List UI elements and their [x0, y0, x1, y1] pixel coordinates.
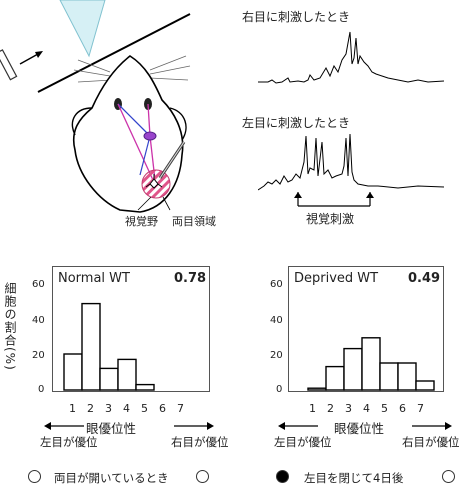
mouse-diagram	[0, 0, 191, 213]
right-pref-label-normal: 右目が優位	[171, 435, 229, 449]
stimulus-bar	[0, 49, 18, 81]
mouse-ear-left	[71, 107, 93, 136]
bar-1	[307, 387, 327, 391]
caption-normal: 両目が開いているとき	[54, 471, 169, 485]
bar-1	[63, 353, 83, 391]
open-circle-icon	[442, 470, 455, 483]
left-eye-trace-label: 左目に刺激したとき	[242, 116, 351, 130]
x-tick: 3	[105, 402, 112, 415]
lgn-nucleus	[143, 131, 157, 141]
visual-cortex-label: 視覚野	[125, 215, 158, 228]
bar-5	[135, 383, 155, 391]
right-arrow-icon	[412, 422, 452, 430]
whiskers	[73, 55, 191, 83]
right-arrow-icon	[174, 422, 214, 430]
chart-normal-score: 0.78	[174, 271, 207, 286]
x-tick: 6	[399, 402, 406, 415]
bar-3	[343, 347, 363, 391]
chart-normal-title: Normal WT	[58, 271, 130, 286]
chart-normal-bars	[63, 302, 155, 391]
left-arrow-icon	[44, 422, 84, 430]
y-tick: 0	[38, 384, 45, 395]
x-tick: 6	[159, 402, 166, 415]
y-tick: 20	[270, 350, 283, 361]
chart-normal: Normal WT 0.78 60 40 20 0	[22, 262, 222, 402]
left-pref-label-deprived: 左目が優位	[274, 435, 332, 449]
left-arrow-icon	[278, 422, 318, 430]
x-ticks-deprived: 1 2 3 4 5 6 7	[308, 402, 438, 416]
open-circle-icon	[196, 470, 209, 483]
x-tick: 5	[381, 402, 388, 415]
y-tick: 0	[276, 384, 283, 395]
bar-2	[81, 302, 101, 391]
mouse-ear-right	[169, 107, 187, 141]
chart-deprived-score: 0.49	[408, 271, 441, 286]
y-tick: 40	[270, 315, 283, 326]
x-tick: 3	[345, 402, 352, 415]
x-tick: 4	[363, 402, 370, 415]
open-circle-icon	[28, 470, 41, 483]
left-eye-trace	[258, 133, 445, 207]
x-tick: 4	[123, 402, 130, 415]
y-tick: 40	[32, 315, 45, 326]
right-eye-trace-label: 右目に刺激したとき	[242, 10, 351, 24]
bar-5	[379, 362, 399, 391]
bar-7	[415, 380, 435, 391]
screen-line	[37, 13, 191, 93]
x-ticks-normal: 1 2 3 4 5 6 7	[68, 402, 188, 416]
neuron-icon	[145, 174, 163, 189]
x-tick: 1	[309, 402, 316, 415]
right-eye-trace	[258, 31, 445, 84]
bar-2	[325, 365, 345, 391]
x-axis-label-deprived: 眼優位性	[334, 421, 385, 436]
y-tick: 60	[32, 279, 45, 290]
x-tick: 7	[177, 402, 184, 415]
x-tick: 5	[141, 402, 148, 415]
chart-deprived: Deprived WT 0.49 60 40 20 0	[246, 262, 456, 402]
filled-circle-icon	[276, 470, 289, 483]
x-tick: 7	[417, 402, 424, 415]
x-tick: 2	[327, 402, 334, 415]
x-tick: 1	[69, 402, 76, 415]
left-pref-label-normal: 左目が優位	[40, 435, 98, 449]
chart-deprived-title: Deprived WT	[294, 271, 379, 286]
bar-4	[117, 358, 137, 391]
x-tick: 2	[87, 402, 94, 415]
y-tick: 60	[270, 279, 283, 290]
bar-3	[99, 367, 119, 391]
x-axis-label-normal: 眼優位性	[86, 421, 137, 436]
stimulus-label: 視覚刺激	[306, 212, 355, 226]
bar-4	[361, 337, 381, 391]
arrow-icon	[35, 51, 43, 58]
chart-deprived-bars	[307, 337, 435, 391]
y-axis-label: 細胞の割合(%)	[3, 282, 17, 371]
binocular-zone-label: 両目領域	[172, 215, 216, 228]
y-tick: 20	[32, 350, 45, 361]
light-cone	[59, 0, 106, 58]
right-pref-label-deprived: 右目が優位	[402, 435, 460, 449]
caption-deprived: 左目を閉じて4日後	[304, 471, 404, 485]
bar-6	[397, 362, 417, 391]
